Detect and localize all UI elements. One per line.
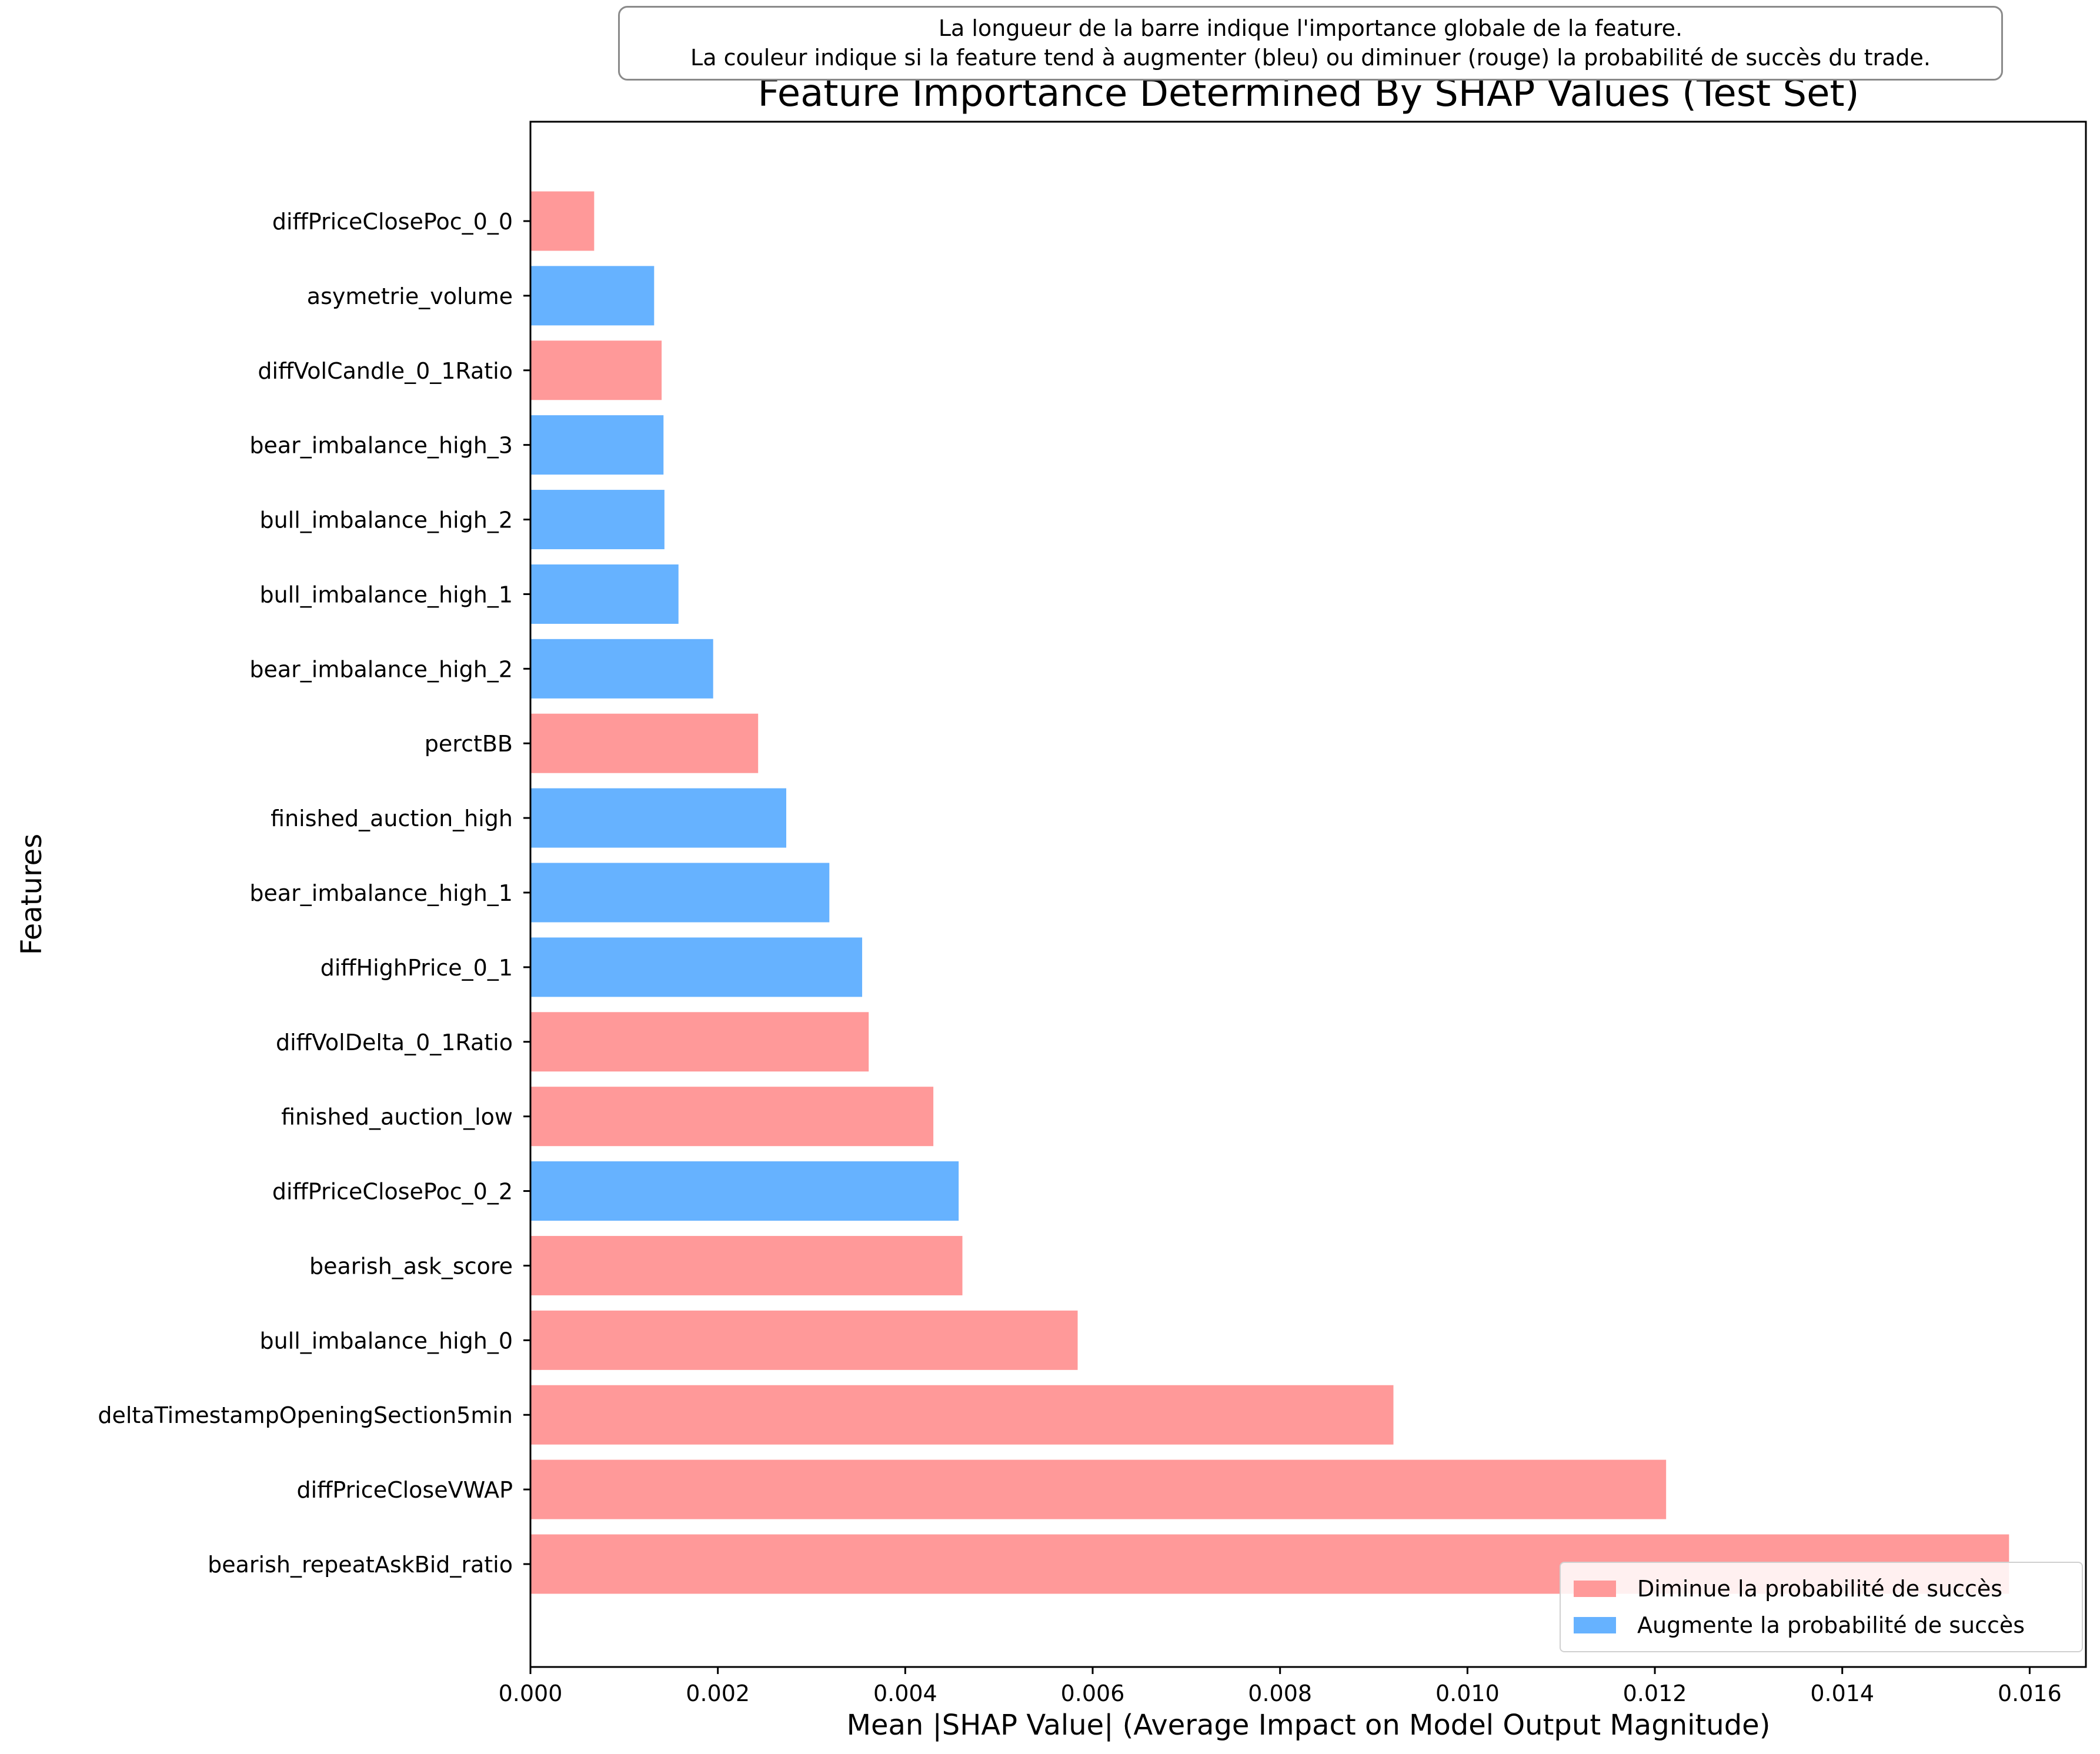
y-tick-label: finished_auction_low [281,1104,513,1130]
x-tick-label: 0.014 [1810,1681,1874,1706]
y-tick-label: diffPriceClosePoc_0_0 [272,209,513,235]
x-tick-label: 0.000 [499,1681,563,1706]
bar-bull_imbalance_high_1 [530,564,679,624]
annotation-box: La longueur de la barre indique l'import… [618,6,2003,81]
y-tick-label: bear_imbalance_high_1 [249,880,513,906]
y-tick-label: diffHighPrice_0_1 [320,955,513,981]
bar-diffPriceClosePoc_0_0 [530,191,595,251]
plot-frame [529,121,2087,1668]
legend-swatch-decrease [1574,1581,1616,1597]
y-tick-label: bull_imbalance_high_1 [259,582,513,607]
bar-finished_auction_high [530,788,786,848]
bar-bearish_ask_score [530,1235,963,1295]
x-tick-label: 0.006 [1061,1681,1125,1706]
y-tick-label: bear_imbalance_high_3 [249,433,513,459]
bar-asymetrie_volume [530,266,655,326]
y-tick-label: bear_imbalance_high_2 [249,656,513,682]
x-tick-labels: 0.000 0.002 0.004 0.006 0.008 0.010 0.012 0.014… [499,1667,2062,1706]
x-tick-label: 0.008 [1248,1681,1312,1706]
bar-diffVolDelta_0_1Ratio [530,1012,869,1072]
y-tick-label: diffPriceCloseVWAP [297,1477,513,1503]
legend-item-increase: Augmente la probabilité de succès [1574,1612,2025,1638]
bars-group [530,191,2009,1594]
bar-bear_imbalance_high_2 [530,639,713,699]
bar-diffPriceCloseVWAP [530,1459,1667,1519]
y-tick-label: bearish_ask_score [309,1253,513,1279]
x-axis-label: Mean |SHAP Value| (Average Impact on Mod… [847,1709,1771,1742]
x-tick-label: 0.016 [1998,1681,2062,1706]
y-tick-label: diffVolCandle_0_1Ratio [258,358,513,384]
y-tick-label: perctBB [425,731,513,757]
y-tick-label: diffVolDelta_0_1Ratio [276,1030,513,1055]
y-tick-label: diffPriceClosePoc_0_2 [272,1179,513,1205]
annotation-line-2: La couleur indique si la feature tend à … [690,45,1931,71]
x-tick-label: 0.010 [1435,1681,1500,1706]
legend-item-decrease: Diminue la probabilité de succès [1574,1576,2002,1602]
bar-bear_imbalance_high_3 [530,415,664,475]
y-axis-label: Features [15,834,48,955]
x-tick-label: 0.004 [873,1681,937,1706]
bar-diffPriceClosePoc_0_2 [530,1161,959,1221]
bar-finished_auction_low [530,1087,934,1147]
bar-diffVolCandle_0_1Ratio [530,340,662,400]
y-tick-label: asymetrie_volume [307,283,513,309]
legend: Diminue la probabilité de succès Augment… [1560,1562,2083,1652]
x-tick-label: 0.002 [686,1681,750,1706]
legend-label-decrease: Diminue la probabilité de succès [1637,1576,2003,1602]
y-tick-label: deltaTimestampOpeningSection5min [98,1402,513,1428]
y-tick-label: bull_imbalance_high_2 [259,507,513,533]
bar-bear_imbalance_high_1 [530,863,830,923]
legend-label-increase: Augmente la probabilité de succès [1637,1612,2025,1638]
legend-swatch-increase [1574,1617,1616,1633]
bar-perctBB [530,713,759,773]
bar-diffHighPrice_0_1 [530,937,863,997]
annotation-line-1: La longueur de la barre indique l'import… [938,15,1683,41]
bar-deltaTimestampOpeningSection5min [530,1385,1394,1445]
y-tick-label: bull_imbalance_high_0 [259,1328,513,1354]
x-tick-label: 0.012 [1623,1681,1687,1706]
bar-bull_imbalance_high_0 [530,1310,1078,1370]
y-tick-label: bearish_repeatAskBid_ratio [208,1552,513,1578]
y-tick-label: finished_auction_high [271,806,513,831]
y-tick-labels: diffPriceClosePoc_0_0 asymetrie_volumedif… [98,209,530,1578]
bar-bull_imbalance_high_2 [530,490,665,550]
